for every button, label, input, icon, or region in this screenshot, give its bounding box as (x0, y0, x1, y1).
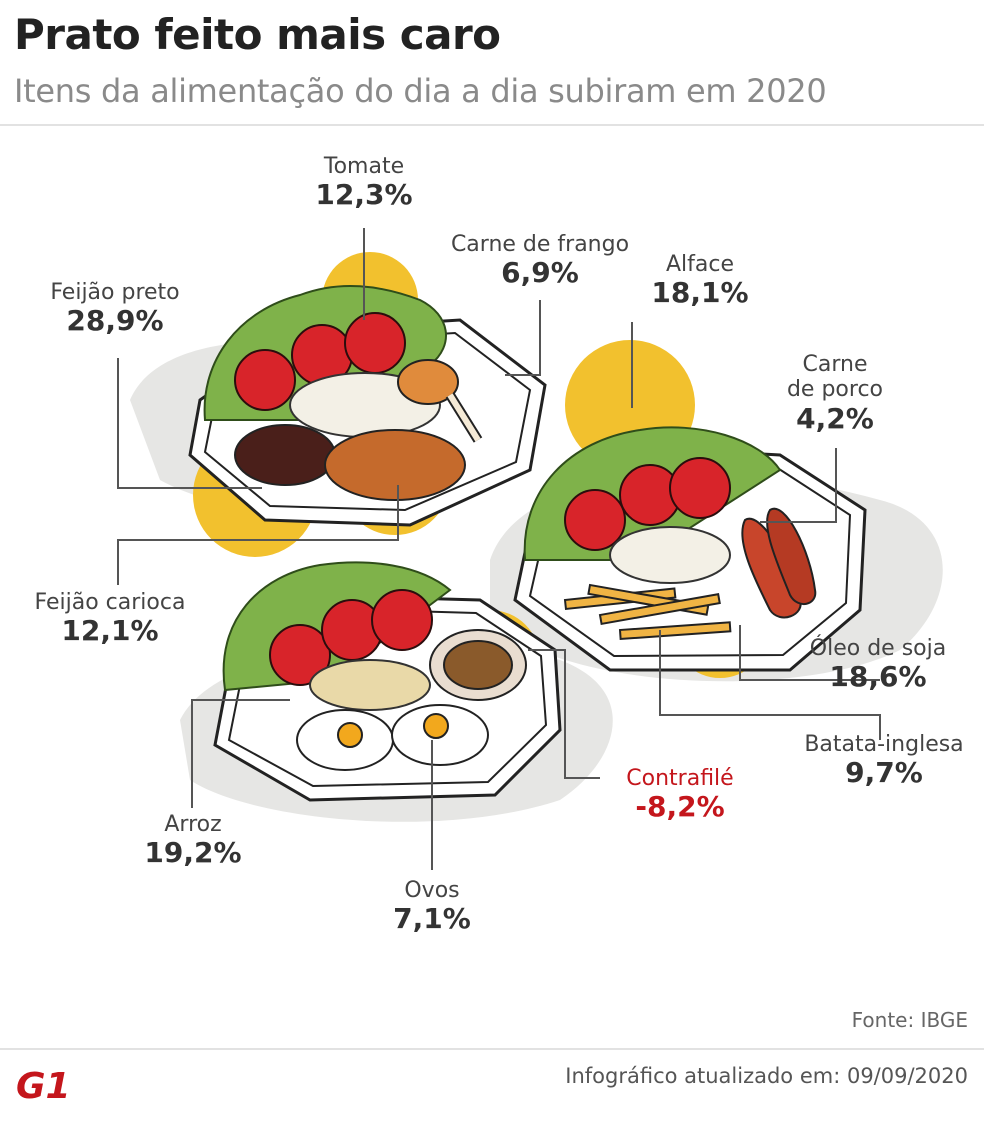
tomato-slice (269, 624, 331, 686)
label-oleo-de-soja: Óleo de soja 18,6% (778, 636, 978, 693)
item-name: Batata-inglesa (804, 732, 964, 757)
black-beans (234, 424, 336, 486)
bacon (741, 507, 817, 619)
item-value: 18,6% (829, 660, 927, 694)
g1-logo: G1 (16, 1066, 71, 1104)
source-note: Fonte: IBGE (851, 1008, 968, 1032)
tomato-slice (564, 489, 626, 551)
label-feijao-preto: Feijão preto 28,9% (20, 280, 210, 337)
logo-text: G1 (16, 1066, 71, 1104)
item-value: 7,1% (393, 902, 471, 936)
label-tomate: Tomate 12,3% (284, 154, 444, 211)
item-value: 18,1% (651, 276, 749, 310)
fries (563, 583, 732, 641)
page-subtitle: Itens da alimentação do dia a dia subira… (14, 72, 827, 110)
label-ovos: Ovos 7,1% (372, 878, 492, 935)
item-value: 19,2% (144, 836, 242, 870)
page-title: Prato feito mais caro (14, 10, 501, 59)
item-name: Ovos (404, 878, 460, 903)
label-contrafile: Contrafilé -8,2% (610, 766, 750, 823)
label-carne-de-porco: Carne de porco 4,2% (760, 352, 910, 435)
item-value: -8,2% (635, 790, 725, 824)
item-name: Arroz (164, 812, 222, 837)
meal-illustration (117, 228, 943, 870)
item-value: 28,9% (66, 304, 164, 338)
item-value: 9,7% (845, 756, 923, 790)
chicken-leg (397, 359, 459, 405)
label-arroz: Arroz 19,2% (128, 812, 258, 869)
item-value: 6,9% (501, 256, 579, 290)
label-carne-de-frango: Carne de frango 6,9% (430, 232, 650, 289)
item-value: 12,3% (315, 178, 413, 212)
item-name: Contrafilé (626, 766, 734, 791)
leader-lines (117, 228, 881, 870)
footer-divider (0, 1048, 984, 1050)
tomato-slice (371, 589, 433, 651)
item-name-line1: Carne (802, 352, 868, 377)
label-feijao-carioca: Feijão carioca 12,1% (10, 590, 210, 647)
updated-note: Infográfico atualizado em: 09/09/2020 (565, 1064, 968, 1088)
fried-eggs (296, 704, 489, 771)
carioca-beans (324, 429, 466, 501)
tomato-slice (234, 349, 296, 411)
item-value: 4,2% (796, 401, 874, 435)
tomato-slice (669, 457, 731, 519)
rice (609, 526, 731, 584)
item-value: 12,1% (61, 614, 159, 648)
item-name: Feijão carioca (34, 590, 186, 615)
header-divider (0, 124, 984, 126)
steak (429, 629, 527, 701)
rice (309, 659, 431, 711)
item-name: Tomate (323, 154, 405, 179)
item-name-line2: de porco (786, 377, 884, 403)
tomato-slice (344, 312, 406, 374)
item-name: Feijão preto (50, 280, 180, 305)
item-name: Óleo de soja (809, 636, 947, 661)
label-alface: Alface 18,1% (620, 252, 780, 309)
item-name: Carne de frango (450, 232, 630, 257)
item-name: Alface (665, 252, 735, 277)
label-batata-inglesa: Batata-inglesa 9,7% (786, 732, 982, 789)
